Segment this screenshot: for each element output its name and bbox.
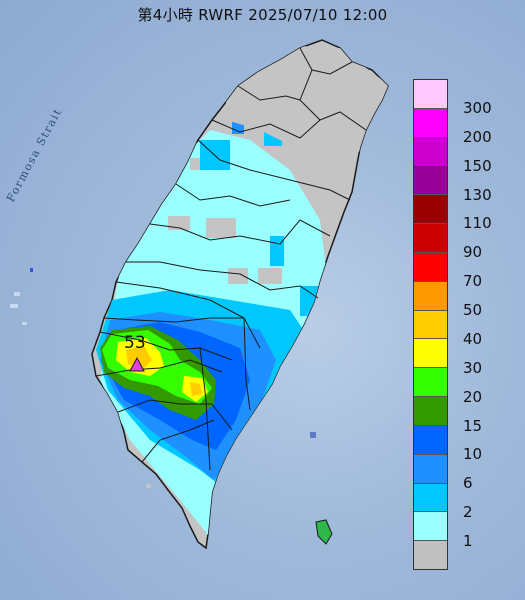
legend-color-bar [413, 79, 448, 570]
legend-label: 150 [463, 156, 492, 175]
legend-swatch [414, 541, 447, 570]
legend-label: 300 [463, 98, 492, 117]
legend-swatch [414, 512, 447, 542]
legend-swatch [414, 195, 447, 225]
legend-swatch [414, 483, 447, 513]
peak-marker-icon [129, 356, 145, 372]
legend-label: 10 [463, 445, 483, 464]
legend-swatch [414, 368, 447, 398]
legend-swatch [414, 108, 447, 138]
peak-value-label: 53 [124, 333, 146, 353]
legend-label: 2 [463, 503, 473, 522]
legend-label: 1 [463, 532, 473, 551]
legend-swatch [414, 310, 447, 340]
legend-label: 110 [463, 214, 492, 233]
legend-swatch [414, 281, 447, 311]
rainfall-field [96, 46, 388, 540]
legend-label: 20 [463, 387, 483, 406]
county-borders [95, 47, 367, 471]
legend-label: 130 [463, 185, 492, 204]
minor-islands [10, 268, 333, 545]
legend-swatch [414, 339, 447, 369]
legend-swatch [414, 397, 447, 426]
map-title: 第4小時 RWRF 2025/07/10 12:00 [137, 6, 388, 24]
legend-swatch [414, 252, 447, 282]
legend-label: 90 [463, 243, 483, 262]
legend-label: 50 [463, 301, 483, 320]
legend-swatch [414, 166, 447, 196]
legend-label: 200 [463, 127, 492, 146]
legend-label: 70 [463, 272, 483, 291]
legend-swatch [414, 137, 447, 167]
legend-label: 30 [463, 358, 483, 377]
legend-swatch [414, 80, 447, 109]
legend-label: 15 [463, 416, 483, 435]
legend-swatch [414, 224, 447, 253]
legend-swatch [414, 425, 447, 455]
legend-label: 6 [463, 474, 473, 493]
legend-swatch [414, 454, 447, 484]
legend-label: 40 [463, 329, 483, 348]
